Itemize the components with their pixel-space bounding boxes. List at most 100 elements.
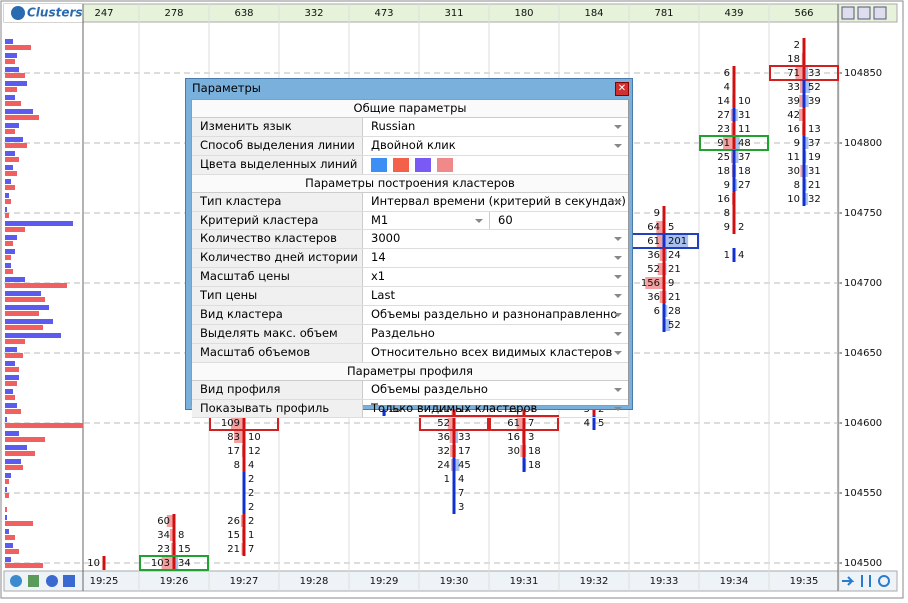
refresh-icon[interactable] — [878, 575, 890, 587]
profile-buy — [5, 305, 49, 310]
setting-label: Выделять макс. объем — [192, 324, 363, 343]
zoom-out[interactable] — [841, 6, 855, 20]
color-swatch[interactable] — [371, 157, 387, 172]
sell-bar — [723, 137, 734, 149]
sell-value: 4 — [724, 82, 730, 93]
sell-value: 21 — [227, 544, 240, 555]
profile-buy — [5, 529, 9, 534]
sell-value: 30 — [507, 446, 520, 457]
time-label: 19:30 — [440, 576, 469, 587]
profile-buy — [5, 417, 7, 422]
buy-value: 52 — [808, 82, 821, 93]
color-swatch[interactable] — [393, 157, 409, 172]
setting-label: Тип кластера — [192, 192, 363, 211]
dropdown[interactable]: 3000 — [363, 230, 628, 248]
profile-sell — [5, 171, 17, 176]
logo-icon — [11, 6, 25, 20]
profile-buy — [5, 445, 27, 450]
profile-sell — [5, 129, 15, 134]
scroll-icon[interactable] — [842, 576, 855, 586]
buy-value: 13 — [808, 124, 821, 135]
section-title: Параметры построения кластеров — [192, 174, 628, 193]
sell-bar — [234, 431, 244, 443]
profile-buy — [5, 221, 73, 226]
buy-value: 4 — [458, 474, 464, 485]
sell-value: 64 — [647, 222, 660, 233]
sell-bar — [656, 235, 664, 247]
dropdown[interactable]: Двойной клик — [363, 137, 628, 155]
profile-buy — [5, 431, 19, 436]
table-icon[interactable] — [28, 575, 39, 587]
sell-value: 18 — [717, 166, 730, 177]
profile-buy — [5, 179, 11, 184]
dropdown[interactable]: M1 — [371, 212, 489, 230]
buy-bar — [734, 109, 738, 121]
profile-sell — [5, 423, 83, 428]
buy-value: 2 — [738, 222, 744, 233]
buy-value: 7 — [528, 418, 534, 429]
sort-icon[interactable] — [861, 575, 871, 587]
dropdown[interactable]: Last — [363, 287, 628, 305]
price-label: 104600 — [844, 418, 882, 429]
dropdown[interactable]: Только видимых кластеров — [363, 400, 628, 418]
dropdown[interactable]: Объемы раздельно — [363, 381, 628, 399]
profile-buy — [5, 375, 19, 380]
dropdown[interactable]: x1 — [363, 268, 628, 286]
color-swatch[interactable] — [415, 157, 431, 172]
sell-value: 1 — [724, 250, 730, 261]
profile-buy — [5, 459, 21, 464]
time-label: 19:32 — [580, 576, 609, 587]
sell-bar — [659, 249, 664, 261]
dropdown[interactable]: Интервал времени (критерий в секундах) — [363, 193, 628, 211]
sell-value: 2 — [794, 40, 800, 51]
header-volume: 278 — [164, 8, 183, 19]
sell-bar — [656, 221, 664, 233]
color-swatch[interactable] — [437, 157, 453, 172]
close-button[interactable]: ✕ — [615, 82, 629, 96]
setting-label: Количество дней истории — [192, 249, 363, 268]
setting-label: Тип цены — [192, 287, 363, 306]
sell-bar — [166, 515, 174, 527]
setting-row: Тип кластера Интервал времени (критерий в… — [192, 192, 628, 212]
sell-bar — [449, 431, 454, 443]
profile-sell — [5, 549, 19, 554]
sell-bar — [730, 109, 734, 121]
settings-icon[interactable] — [10, 575, 22, 587]
sell-value: 23 — [717, 124, 730, 135]
dropdown[interactable]: 14 — [363, 249, 628, 267]
dropdown[interactable]: Раздельно — [363, 325, 628, 343]
buy-value: 34 — [178, 558, 191, 569]
profile-sell — [5, 241, 13, 246]
dropdown[interactable]: Относительно всех видимых кластеров — [363, 344, 628, 362]
sell-value: 36 — [647, 292, 660, 303]
profile-buy — [5, 277, 25, 282]
profile-sell — [5, 59, 15, 64]
profile-sell — [5, 311, 39, 316]
buy-value: 19 — [808, 152, 821, 163]
buy-value: 10 — [248, 432, 261, 443]
buy-bar — [734, 151, 739, 163]
profile-buy — [5, 389, 13, 394]
profile-buy — [5, 81, 27, 86]
dropdown[interactable]: Russian — [363, 118, 628, 136]
sell-value: 15 — [227, 530, 240, 541]
buy-value: 11 — [738, 124, 751, 135]
time-label: 19:34 — [720, 576, 749, 587]
sell-value: 33 — [787, 82, 800, 93]
zoom-in[interactable] — [857, 6, 871, 20]
dropdown[interactable]: Объемы раздельно и разнонаправленно — [363, 306, 628, 324]
sell-value: 9 — [794, 138, 800, 149]
profile-sell — [5, 283, 67, 288]
sell-value: 34 — [157, 530, 170, 541]
header-volume: 184 — [584, 8, 603, 19]
buy-value: 45 — [458, 460, 471, 471]
profile-sell — [5, 451, 35, 456]
sell-value: 103 — [151, 558, 170, 569]
fit[interactable] — [873, 6, 887, 20]
toolbar[interactable] — [10, 6, 890, 587]
price-label: 104500 — [844, 558, 882, 569]
input[interactable]: 60 — [489, 211, 628, 230]
info-icon[interactable] — [46, 575, 58, 587]
save-icon[interactable] — [63, 575, 75, 587]
profile-buy — [5, 165, 13, 170]
